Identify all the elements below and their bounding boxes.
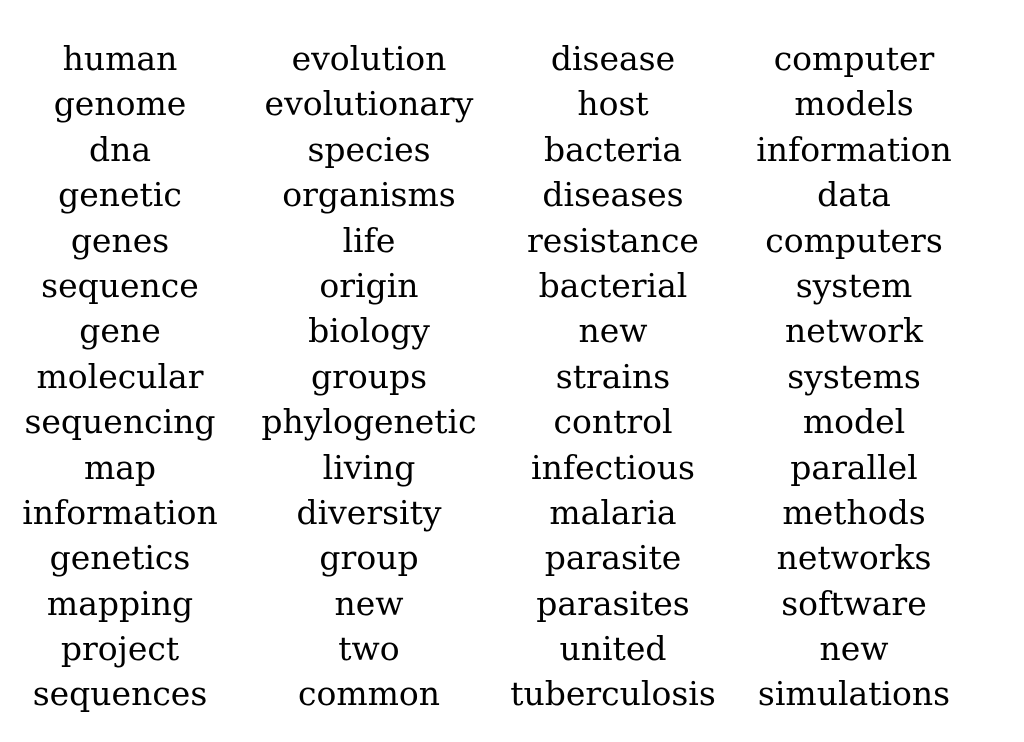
- topic-word: living: [322, 447, 416, 487]
- topic-word: map: [83, 447, 157, 487]
- topic-word: control: [553, 402, 673, 442]
- topic-word: mapping: [46, 583, 194, 623]
- topic-word: common: [297, 674, 441, 714]
- topic-word: methods: [782, 492, 926, 532]
- topic-word: host: [577, 84, 649, 124]
- topic-word: gene: [79, 311, 161, 351]
- topic-word: systems: [787, 356, 921, 396]
- topic-word: simulations: [757, 674, 951, 714]
- topic-word: system: [795, 265, 913, 305]
- topic-word: group: [319, 538, 419, 578]
- topic-word: computers: [765, 220, 943, 260]
- topic-column-1: human genome dna genetic genes sequence gene mo…: [20, 36, 220, 717]
- topic-word: sequence: [41, 265, 199, 305]
- topic-word: molecular: [36, 356, 204, 396]
- topic-word: genetics: [49, 538, 191, 578]
- topic-word: models: [794, 84, 914, 124]
- topic-word: two: [338, 629, 400, 669]
- topic-word: tuberculosis: [510, 674, 716, 714]
- topic-word: new: [819, 629, 889, 669]
- topic-word: diseases: [542, 175, 684, 215]
- topic-word: genetic: [58, 175, 182, 215]
- topic-word: networks: [776, 538, 932, 578]
- topic-word: evolutionary: [264, 84, 474, 124]
- topic-word: sequencing: [24, 402, 216, 442]
- topic-word: evolution: [291, 39, 447, 78]
- topic-word: malaria: [549, 492, 677, 532]
- topic-word: software: [781, 583, 927, 623]
- topic-word: information: [22, 492, 218, 532]
- topic-word: diversity: [296, 492, 442, 532]
- topic-word: groups: [310, 356, 428, 396]
- topic-word: parasites: [536, 583, 690, 623]
- topic-word: parallel: [790, 447, 918, 487]
- topic-word: project: [60, 629, 180, 669]
- topic-word: biology: [308, 311, 430, 351]
- topic-word: network: [785, 311, 923, 351]
- topic-word: bacterial: [538, 265, 688, 305]
- topic-word: genome: [53, 84, 187, 124]
- topic-word: parasite: [544, 538, 682, 578]
- topic-word: computer: [773, 39, 935, 78]
- topic-word: sequences: [32, 674, 208, 714]
- topic-word: bacteria: [543, 129, 683, 169]
- topic-word: new: [334, 583, 404, 623]
- topic-word: data: [817, 175, 891, 215]
- topic-word: phylogenetic: [261, 402, 477, 442]
- topic-word: infectious: [531, 447, 695, 487]
- topic-word: species: [307, 129, 431, 169]
- topic-word: origin: [319, 265, 419, 305]
- topic-word: model: [802, 402, 906, 442]
- topic-word: new: [578, 311, 648, 351]
- topic-word: united: [559, 629, 667, 669]
- topic-word: human: [62, 39, 178, 78]
- topic-word: organisms: [282, 175, 456, 215]
- topic-word: dna: [88, 129, 152, 169]
- topic-word: disease: [550, 39, 676, 78]
- topic-word: strains: [555, 356, 671, 396]
- topic-column-2: evolution evolutionary species organisms lif…: [220, 36, 518, 717]
- topic-column-4: computer models information data computers sy…: [708, 36, 1000, 717]
- topic-word: resistance: [527, 220, 699, 260]
- topic-word: life: [342, 220, 396, 260]
- topic-word: information: [756, 129, 952, 169]
- topic-word-table: human genome dna genetic genes sequence gene mo…: [20, 36, 1000, 717]
- topic-word: genes: [70, 220, 170, 260]
- topic-column-3: disease host bacteria diseases resistance bac…: [510, 36, 716, 717]
